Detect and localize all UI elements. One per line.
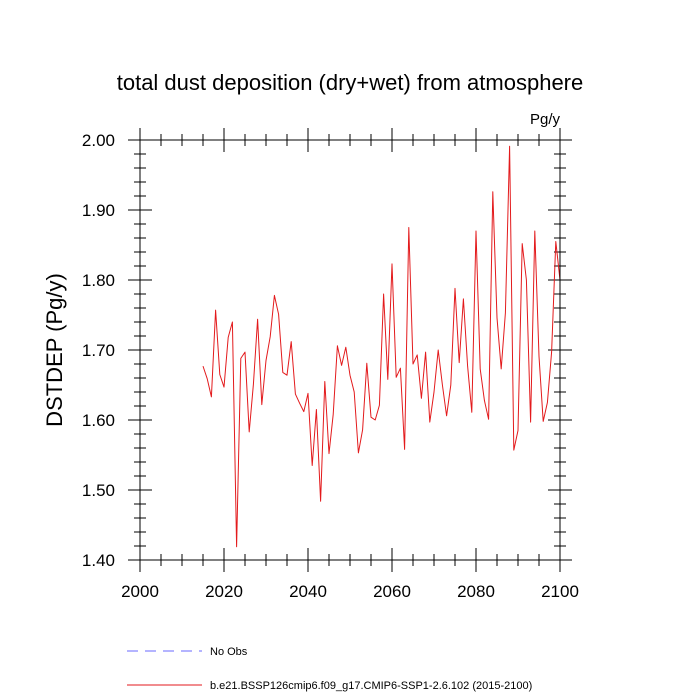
y-tick-labels: 1.40 1.50 1.60 1.70 1.80 1.90 2.00 [82,131,115,570]
x-tick-label: 2000 [121,582,159,601]
x-tick-label: 2060 [373,582,411,601]
series-line [202,145,561,548]
y-tick-label: 1.40 [82,551,115,570]
y-tick-label: 1.60 [82,411,115,430]
y-tick-label: 1.80 [82,271,115,290]
legend: No Obs b.e21.BSSP126cmip6.f09_g17.CMIP6-… [127,646,532,692]
minor-ticks [134,134,566,566]
chart-title: total dust deposition (dry+wet) from atm… [117,70,584,95]
y-tick-label: 1.90 [82,201,115,220]
x-tick-label: 2100 [541,582,579,601]
series-layer [202,145,561,548]
x-tick-label: 2080 [457,582,495,601]
major-ticks [128,128,572,572]
plot-frame [139,139,561,561]
y-tick-label: 1.50 [82,481,115,500]
x-tick-label: 2020 [205,582,243,601]
y-tick-label: 1.70 [82,341,115,360]
y-tick-label: 2.00 [82,131,115,150]
units-label: Pg/y [530,111,561,128]
y-axis-label: DSTDEP (Pg/y) [42,273,67,427]
legend-no-obs-label: No Obs [210,646,248,658]
x-tick-label: 2040 [289,582,327,601]
x-tick-labels: 2000 2020 2040 2060 2080 2100 [121,582,579,601]
legend-series-label: b.e21.BSSP126cmip6.f09_g17.CMIP6-SSP1-2.… [210,680,532,692]
